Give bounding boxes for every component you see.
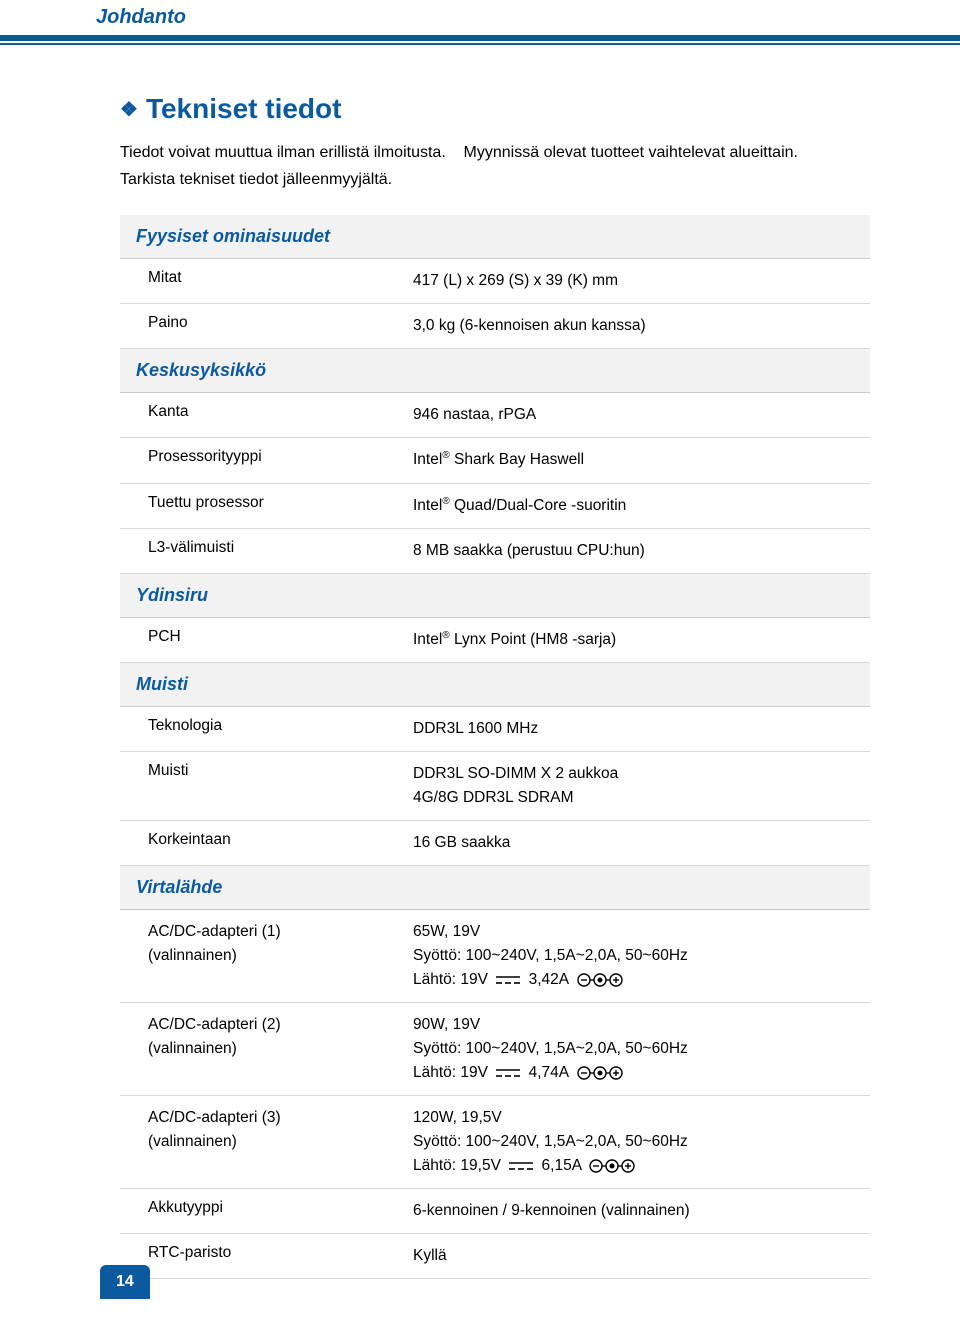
category-row: Ydinsiru: [120, 573, 870, 617]
spec-value: 90W, 19VSyöttö: 100~240V, 1,5A~2,0A, 50~…: [405, 1003, 870, 1096]
intro-line-1: Tiedot voivat muuttua ilman erillistä il…: [120, 144, 446, 161]
category-row: Virtalähde: [120, 866, 870, 910]
spec-value: 417 (L) x 269 (S) x 39 (K) mm: [405, 259, 870, 304]
spec-value: 8 MB saakka (perustuu CPU:hun): [405, 528, 870, 573]
category-row: Fyysiset ominaisuudet: [120, 215, 870, 259]
spec-value: 3,0 kg (6-kennoisen akun kanssa): [405, 304, 870, 349]
section-intro: Tiedot voivat muuttua ilman erillistä il…: [120, 139, 870, 193]
spec-label: Mitat: [120, 259, 405, 304]
section-title: ❖ Tekniset tiedot: [120, 93, 870, 125]
spec-label: RTC-paristo: [120, 1234, 405, 1279]
spec-value: 65W, 19VSyöttö: 100~240V, 1,5A~2,0A, 50~…: [405, 910, 870, 1003]
spec-row: Kanta946 nastaa, rPGA: [120, 393, 870, 438]
spec-row: L3-välimuisti8 MB saakka (perustuu CPU:h…: [120, 528, 870, 573]
spec-row: AC/DC-adapteri (3)(valinnainen)120W, 19,…: [120, 1096, 870, 1189]
diamond-bullet-icon: ❖: [120, 97, 138, 122]
header-rule-thick: [0, 35, 960, 41]
spec-value: DDR3L 1600 MHz: [405, 706, 870, 751]
intro-line-3: Tarkista tekniset tiedot jälleenmyyjältä…: [120, 171, 392, 188]
spec-label: Prosessorityyppi: [120, 438, 405, 483]
category-row: Keskusyksikkö: [120, 349, 870, 393]
spec-label: AC/DC-adapteri (2)(valinnainen): [120, 1003, 405, 1096]
spec-label: AC/DC-adapteri (3)(valinnainen): [120, 1096, 405, 1189]
spec-value: Intel® Shark Bay Haswell: [405, 438, 870, 483]
spec-row: PCHIntel® Lynx Point (HM8 -sarja): [120, 617, 870, 662]
intro-line-2: Myynnissä olevat tuotteet vaihtelevat al…: [464, 144, 798, 161]
spec-label: PCH: [120, 617, 405, 662]
spec-label: Akkutyyppi: [120, 1189, 405, 1234]
spec-label: AC/DC-adapteri (1)(valinnainen): [120, 910, 405, 1003]
spec-row: AC/DC-adapteri (1)(valinnainen)65W, 19VS…: [120, 910, 870, 1003]
category-name: Muisti: [120, 662, 870, 706]
spec-value: Kyllä: [405, 1234, 870, 1279]
category-row: Muisti: [120, 662, 870, 706]
chapter-header: Johdanto: [0, 0, 960, 33]
category-name: Fyysiset ominaisuudet: [120, 215, 870, 259]
spec-value: Intel® Quad/Dual-Core -suoritin: [405, 483, 870, 528]
spec-value: 16 GB saakka: [405, 821, 870, 866]
section-title-text: Tekniset tiedot: [146, 93, 342, 125]
page-number: 14: [100, 1265, 150, 1299]
spec-table: Fyysiset ominaisuudetMitat417 (L) x 269 …: [120, 215, 870, 1279]
spec-value: 946 nastaa, rPGA: [405, 393, 870, 438]
spec-row: Korkeintaan16 GB saakka: [120, 821, 870, 866]
spec-label: Tuettu prosessor: [120, 483, 405, 528]
spec-value: DDR3L SO-DIMM X 2 aukkoa4G/8G DDR3L SDRA…: [405, 751, 870, 820]
spec-value: 120W, 19,5VSyöttö: 100~240V, 1,5A~2,0A, …: [405, 1096, 870, 1189]
category-name: Virtalähde: [120, 866, 870, 910]
spec-row: Mitat417 (L) x 269 (S) x 39 (K) mm: [120, 259, 870, 304]
spec-label: Paino: [120, 304, 405, 349]
spec-row: MuistiDDR3L SO-DIMM X 2 aukkoa4G/8G DDR3…: [120, 751, 870, 820]
spec-row: Tuettu prosessorIntel® Quad/Dual-Core -s…: [120, 483, 870, 528]
category-name: Keskusyksikkö: [120, 349, 870, 393]
spec-row: Paino3,0 kg (6-kennoisen akun kanssa): [120, 304, 870, 349]
spec-row: TeknologiaDDR3L 1600 MHz: [120, 706, 870, 751]
spec-label: L3-välimuisti: [120, 528, 405, 573]
spec-row: RTC-paristoKyllä: [120, 1234, 870, 1279]
spec-label: Kanta: [120, 393, 405, 438]
spec-label: Muisti: [120, 751, 405, 820]
spec-value: Intel® Lynx Point (HM8 -sarja): [405, 617, 870, 662]
spec-row: ProsessorityyppiIntel® Shark Bay Haswell: [120, 438, 870, 483]
page-content: ❖ Tekniset tiedot Tiedot voivat muuttua …: [0, 45, 960, 1279]
spec-label: Korkeintaan: [120, 821, 405, 866]
category-name: Ydinsiru: [120, 573, 870, 617]
spec-label: Teknologia: [120, 706, 405, 751]
spec-value: 6-kennoinen / 9-kennoinen (valinnainen): [405, 1189, 870, 1234]
spec-row: AC/DC-adapteri (2)(valinnainen)90W, 19VS…: [120, 1003, 870, 1096]
spec-row: Akkutyyppi6-kennoinen / 9-kennoinen (val…: [120, 1189, 870, 1234]
